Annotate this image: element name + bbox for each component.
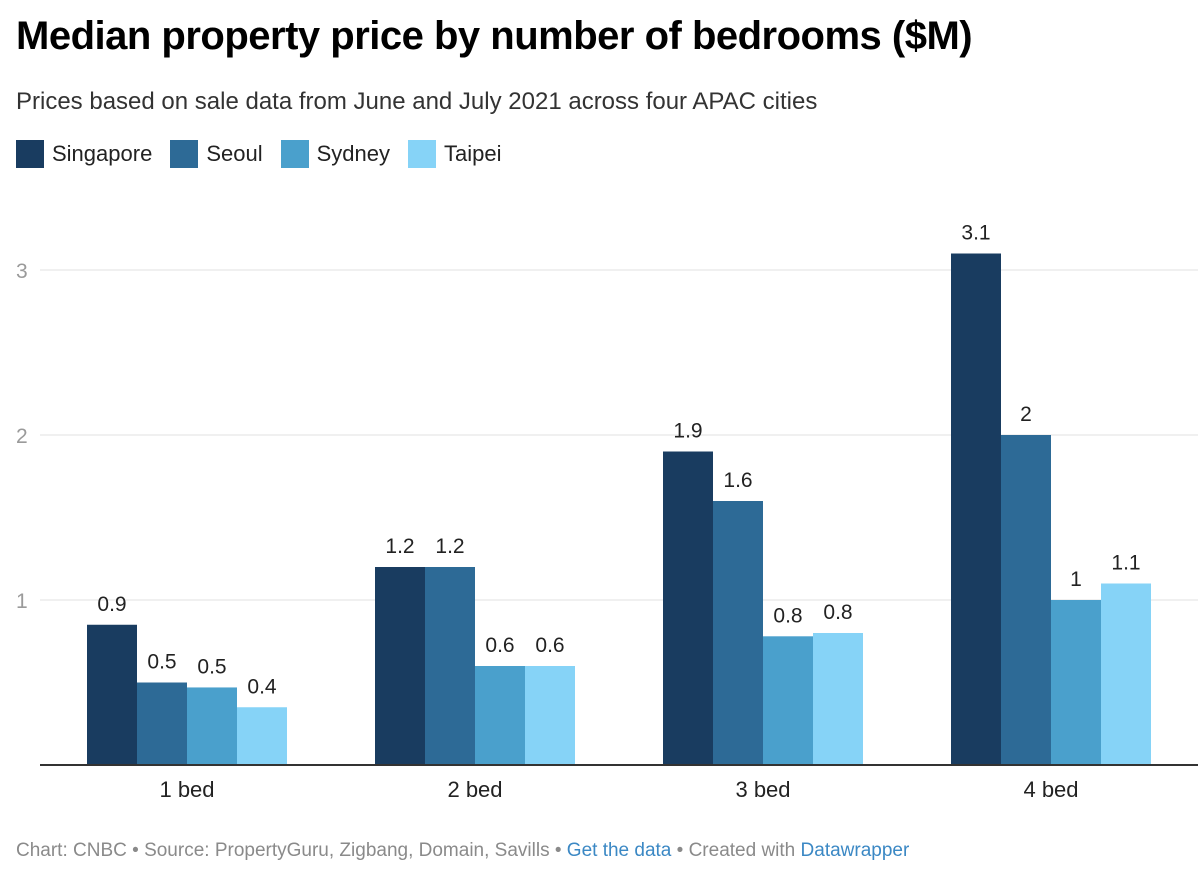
x-tick-label-2-bed: 2 bed [447, 777, 502, 802]
data-label-3-bed-singapore: 1.9 [673, 420, 702, 443]
bar-1-bed-singapore [87, 624, 137, 765]
y-tick-label-1: 1 [16, 590, 28, 613]
footer: Chart: CNBC • Source: PropertyGuru, Zigb… [16, 840, 909, 862]
bar-3-bed-taipei [813, 633, 863, 765]
data-label-2-bed-singapore: 1.2 [385, 535, 414, 558]
legend-item-singapore: Singapore [16, 140, 152, 168]
legend-swatch-seoul [170, 140, 199, 168]
data-label-4-bed-singapore: 3.1 [961, 222, 990, 245]
footer-credit: Chart: CNBC • Source: PropertyGuru, Zigb… [16, 840, 567, 861]
legend-swatch-taipei [407, 140, 436, 168]
y-tick-label-2: 2 [16, 425, 28, 448]
data-label-2-bed-taipei: 0.6 [535, 634, 564, 657]
data-label-3-bed-taipei: 0.8 [823, 601, 852, 624]
bar-4-bed-taipei [1101, 583, 1151, 765]
x-tick-label-3-bed: 3 bed [735, 777, 790, 802]
bar-1-bed-seoul [137, 682, 187, 765]
legend-label-taipei: Taipei [443, 141, 502, 166]
data-label-1-bed-taipei: 0.4 [247, 675, 277, 698]
legend-item-seoul: Seoul [170, 140, 263, 168]
data-label-2-bed-seoul: 1.2 [435, 535, 464, 558]
get-the-data-link[interactable]: Get the data [566, 840, 672, 861]
legend: Singapore Seoul Sydney Taipei [16, 140, 501, 168]
data-label-1-bed-seoul: 0.5 [147, 651, 176, 674]
bar-3-bed-singapore [663, 451, 713, 765]
datawrapper-link[interactable]: Datawrapper [800, 840, 910, 861]
legend-swatch-singapore [16, 140, 44, 168]
bar-chart: 1 2 3 0.9 0.5 0.5 0.4 1 bed 1.2 1.2 0.6 0.6 2 bed 1.9… [16, 222, 1198, 802]
footer-created-with: • Created with [671, 840, 801, 861]
x-tick-label-4-bed: 4 bed [1023, 777, 1078, 802]
data-label-4-bed-taipei: 1.1 [1111, 552, 1140, 575]
bar-2-bed-singapore [375, 567, 425, 765]
data-label-1-bed-singapore: 0.9 [97, 593, 126, 616]
legend-item-sydney: Sydney [280, 140, 390, 168]
legend-label-sydney: Sydney [316, 141, 390, 166]
bar-1-bed-sydney [187, 687, 237, 765]
bar-4-bed-seoul [1001, 435, 1051, 765]
data-label-4-bed-sydney: 1 [1070, 568, 1082, 591]
chart-subtitle: Prices based on sale data from June and … [16, 88, 818, 115]
bar-2-bed-seoul [425, 567, 475, 765]
legend-item-taipei: Taipei [407, 140, 502, 168]
bar-3-bed-sydney [763, 636, 813, 765]
legend-swatch-sydney [280, 140, 309, 168]
bar-2-bed-sydney [475, 666, 525, 765]
data-label-3-bed-sydney: 0.8 [773, 604, 802, 627]
bar-2-bed-taipei [525, 666, 575, 765]
data-label-2-bed-sydney: 0.6 [485, 634, 514, 657]
bar-4-bed-sydney [1051, 600, 1101, 765]
legend-label-singapore: Singapore [52, 141, 153, 166]
x-tick-label-1-bed: 1 bed [159, 777, 214, 802]
bar-4-bed-singapore [951, 253, 1001, 765]
chart-title: Median property price by number of bedro… [16, 14, 973, 58]
data-label-1-bed-sydney: 0.5 [197, 655, 226, 678]
data-label-4-bed-seoul: 2 [1020, 403, 1032, 426]
legend-label-seoul: Seoul [206, 141, 263, 166]
data-label-3-bed-seoul: 1.6 [723, 469, 752, 492]
bar-1-bed-taipei [237, 707, 287, 765]
y-tick-label-3: 3 [16, 260, 28, 283]
bar-3-bed-seoul [713, 501, 763, 765]
